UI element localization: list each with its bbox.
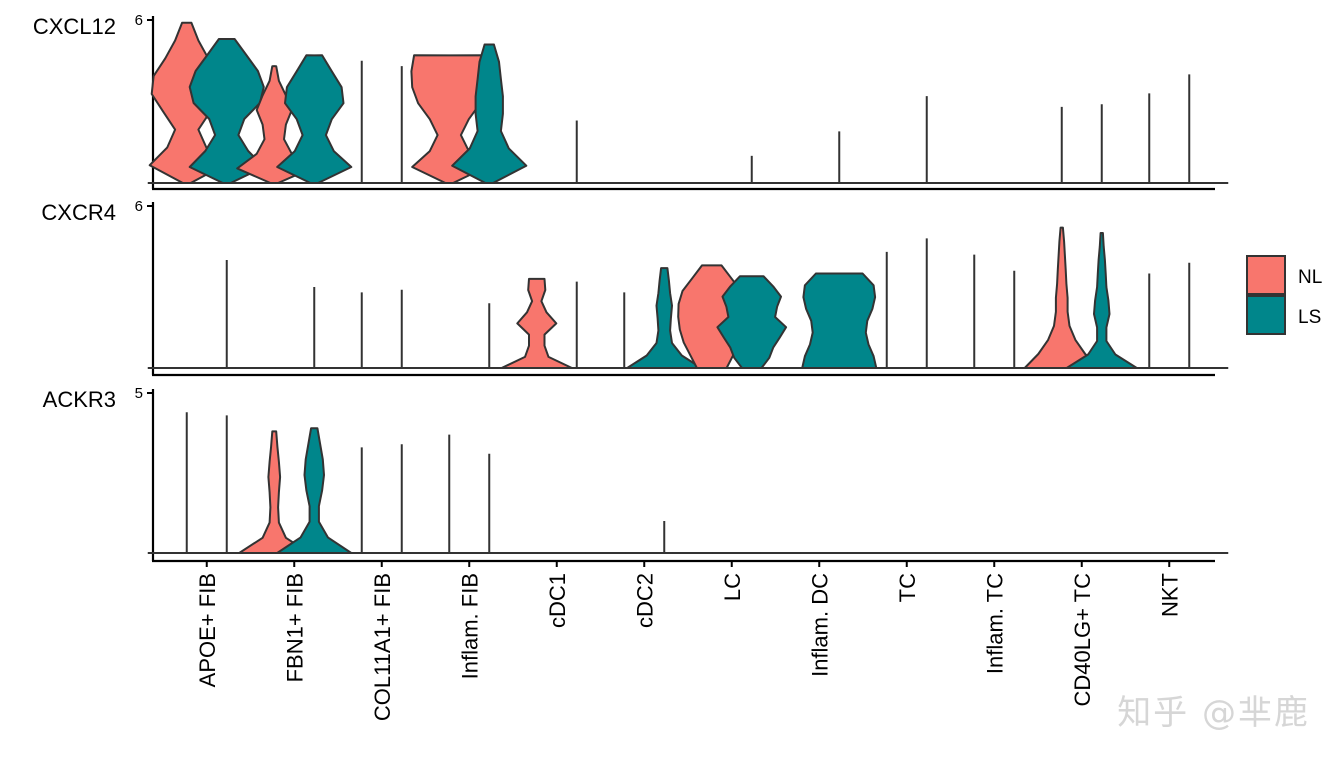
x-tick-label-4: cDC1: [545, 573, 570, 628]
y-tick-label-CXCR4: 6: [135, 198, 143, 215]
x-tick-label-2: COL11A1+ FIB: [370, 573, 395, 721]
violin-cxcl12-fbn1-fib-ls: [276, 54, 353, 184]
violin-cxcr4-cd40lg-tc-nl: [1023, 226, 1100, 369]
x-tick-label-7: Inflam. DC: [807, 573, 832, 677]
violin-cxcr4-cd40lg-tc-ls: [1065, 232, 1138, 369]
x-tick-label-6: LC: [720, 573, 745, 601]
x-tick-label-10: CD40LG+ TC: [1070, 573, 1095, 707]
x-tick-label-3: Inflam. FIB: [457, 573, 482, 679]
x-tick-label-0: APOE+ FIB: [195, 573, 220, 687]
gene-label-CXCR4: CXCR4: [41, 200, 116, 225]
legend-label-nl: NL: [1298, 267, 1322, 288]
legend-swatch-nl: [1246, 255, 1286, 295]
legend-swatch-ls: [1246, 295, 1286, 335]
y-tick-label-CXCL12: 6: [135, 12, 143, 29]
violin-cxcl12-inflam-fib-ls: [451, 43, 528, 184]
x-tick-label-8: TC: [895, 573, 920, 602]
violin-ackr3-fbn1-fib-ls: [276, 427, 353, 554]
x-tick-label-5: cDC2: [632, 573, 657, 628]
legend-label-ls: LS: [1298, 307, 1321, 328]
violin-cxcl12-fbn1-fib-nl: [236, 65, 313, 184]
x-tick-label-11: NKT: [1157, 573, 1182, 617]
violin-ackr3-fbn1-fib-nl: [238, 430, 311, 554]
x-tick-label-1: FBN1+ FIB: [282, 573, 307, 682]
x-tick-label-9: Inflam. TC: [982, 573, 1007, 674]
gene-label-ACKR3: ACKR3: [43, 387, 116, 412]
violin-cxcr4-lc-ls: [716, 275, 788, 369]
y-tick-label-ACKR3: 5: [135, 385, 143, 402]
violin-cxcr4-inflam-dc-ls: [801, 272, 878, 369]
gene-label-CXCL12: CXCL12: [33, 14, 116, 39]
watermark: 知乎 @芈鹿: [1117, 693, 1310, 733]
violin-cxcr4-cdc2-ls: [626, 267, 703, 369]
violin-cxcr4-cdc1-nl: [500, 277, 573, 369]
violin-cxcl12-apoe-fib-ls: [188, 38, 265, 184]
